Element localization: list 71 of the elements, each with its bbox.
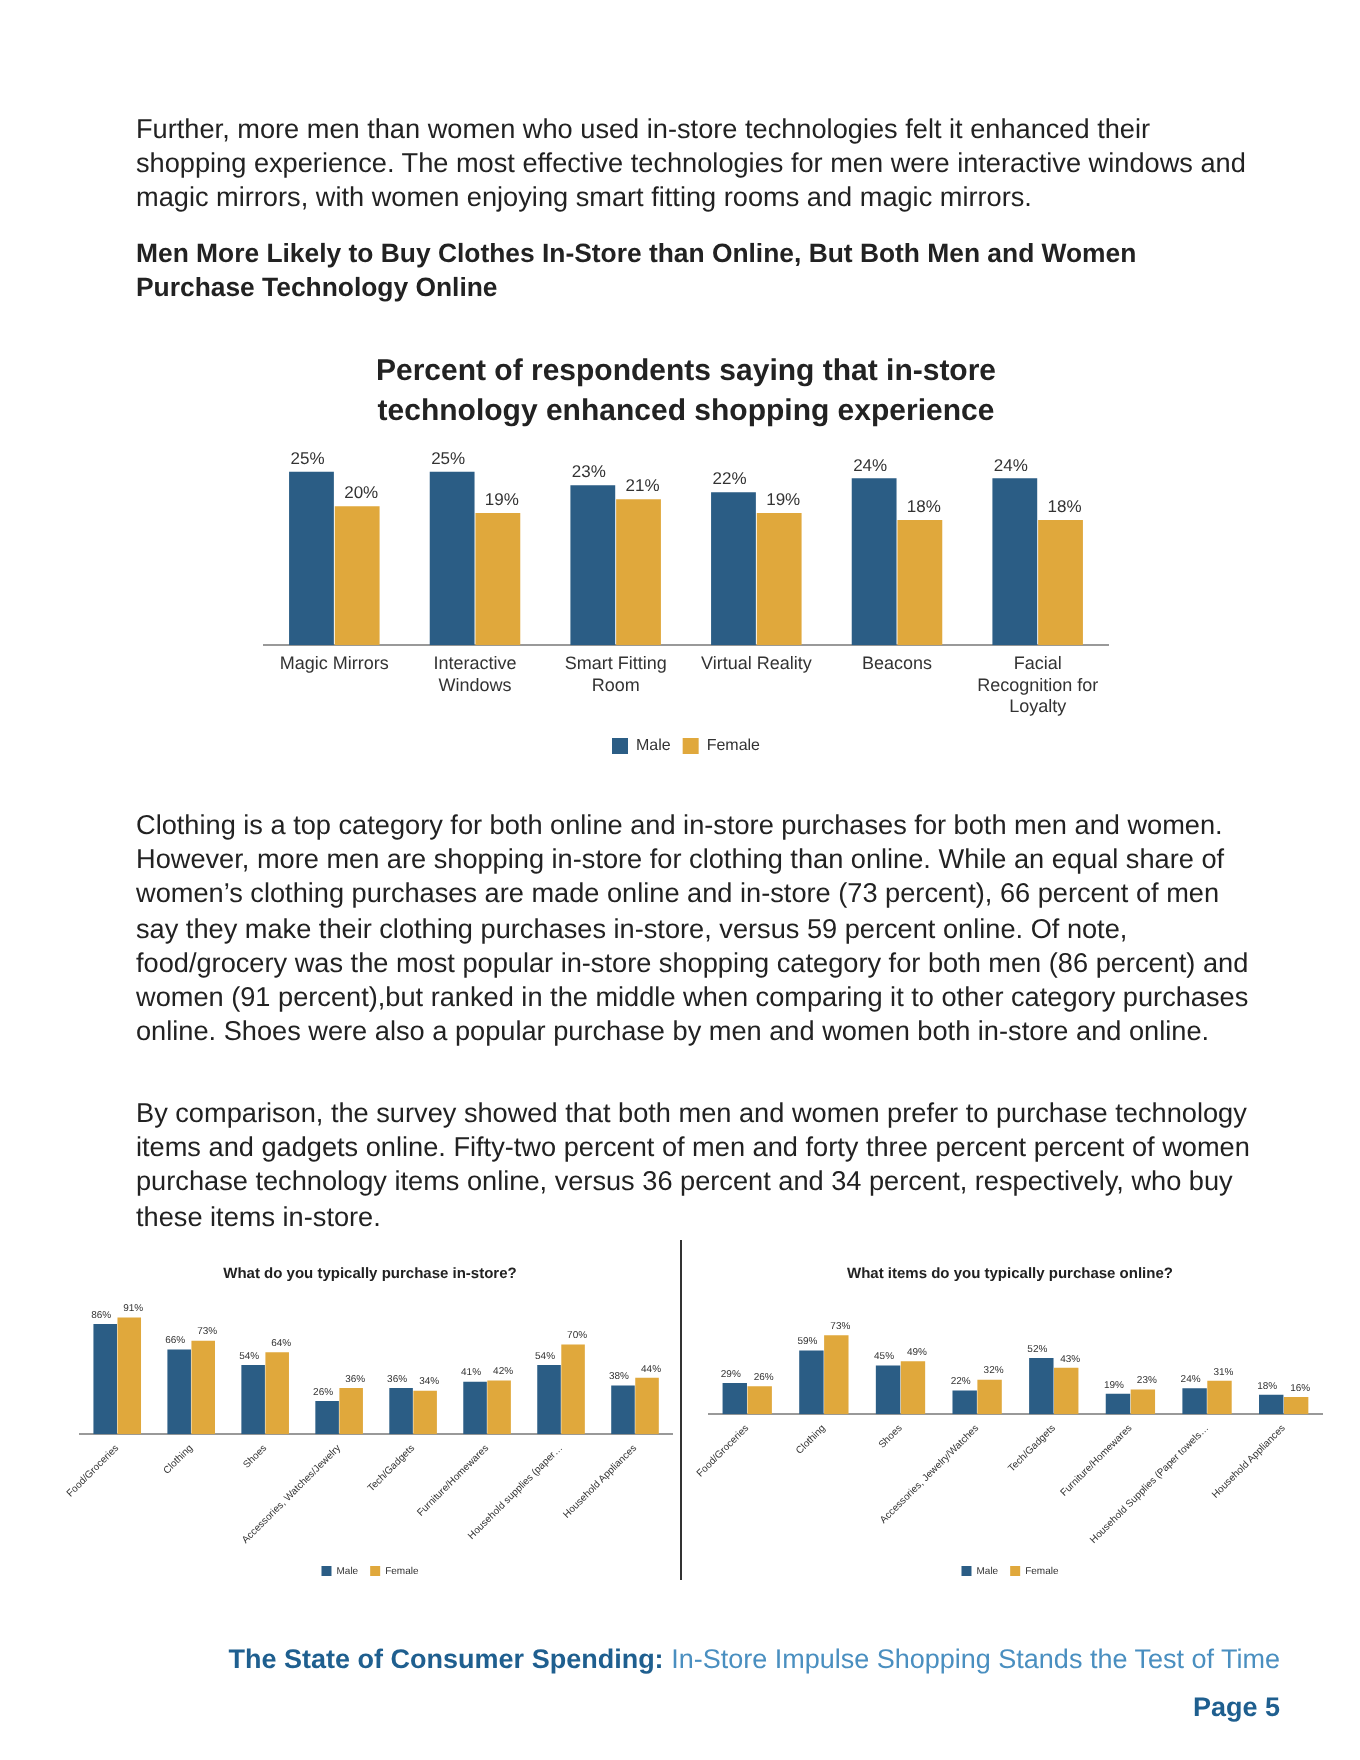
bar: [824, 1335, 849, 1415]
bar: [463, 1381, 487, 1435]
bar: [570, 484, 616, 645]
bar: [635, 1378, 659, 1435]
bar: [537, 1365, 561, 1435]
bar: [875, 1365, 901, 1415]
bar: [241, 1365, 265, 1435]
x-tick-label: Facial Recognition for Loyalty: [977, 651, 1099, 716]
data-label: 25%: [431, 446, 467, 467]
bar: [992, 477, 1038, 645]
bar: [265, 1352, 289, 1435]
data-label: 19%: [766, 488, 802, 509]
bar: [561, 1344, 585, 1435]
x-tick-label: Smart Fitting Room: [564, 651, 667, 694]
text: Clothing is a top category for both online and in-store purchases for both men and women. However, more men are shopping in-store for clothing than online. While an equal share of women’s clothing purchases are made online and in-store (73 percent), 66 percent of men say they make their clothing purchases in-store, versus 59 percent online. Of note, food/grocery was the most popular in-store shopping category for both men (86 percent) and women (91 percent),but ranked in the middle when comparing it to other category purchases online. Shoes were also a popular purchase by men and women both in-store and online.: [136, 808, 1251, 1049]
x-tick-label: Interactive Windows: [433, 651, 517, 694]
bar: [117, 1317, 142, 1435]
bar: [747, 1386, 772, 1415]
bar: [429, 470, 475, 645]
bar: [616, 498, 661, 645]
x-tick-label: Virtual Reality: [700, 651, 813, 672]
bar: [1054, 1368, 1079, 1415]
data-label: 19%: [484, 488, 520, 509]
bar: [339, 1388, 363, 1435]
bar: [900, 1361, 926, 1415]
bar: [977, 1379, 1002, 1415]
bar: [799, 1350, 824, 1415]
bar: [756, 512, 802, 645]
text: By comparison, the survey showed that both men and women prefer to purchase technology items and gadgets online. Fifty-two percent of men and forty three percent percent of women purchase technology items online, versus 36 percent and 34 percent, respectively, who buy these items in-store.: [136, 1096, 1252, 1234]
data-label: 23%: [571, 460, 607, 481]
bar: [711, 491, 756, 645]
chart-title: Percent of respondents saying that in-store technology enhanced shopping experience: [373, 352, 999, 433]
bar: [611, 1385, 635, 1435]
legend-label: Female: [706, 735, 762, 754]
bar: [487, 1380, 511, 1435]
bar: [93, 1324, 117, 1435]
bar: [1029, 1358, 1054, 1415]
x-tick-label: Magic Mirrors: [279, 651, 390, 672]
bar: [315, 1401, 339, 1435]
bar: [1182, 1388, 1207, 1415]
bar: [1207, 1381, 1232, 1415]
bar: [389, 1388, 413, 1435]
data-label: 25%: [290, 446, 326, 467]
legend-label: Male: [635, 735, 672, 754]
bar: [1130, 1389, 1156, 1415]
data-label: 18%: [906, 495, 942, 516]
x-tick-label: Beacons: [861, 651, 934, 672]
text: Men More Likely to Buy Clothes In-Store than Online, But Both Men and Women Purchase Technology Online: [136, 236, 1139, 305]
data-label: 22%: [712, 467, 748, 488]
bar: [1038, 519, 1083, 645]
bar: [851, 477, 897, 645]
data-label: 18%: [1047, 495, 1083, 516]
bar: [413, 1390, 437, 1435]
bar: [475, 512, 521, 645]
bar: [1259, 1395, 1284, 1415]
text: The State of Consumer Spending: In-Store Impulse Shopping Stands the Test of Time: [228, 1644, 1280, 1674]
text: Page 5: [1192, 1692, 1280, 1722]
bar: [897, 519, 943, 645]
bar: [289, 470, 334, 645]
bar: [952, 1390, 977, 1415]
data-label: 24%: [993, 453, 1029, 474]
data-label: 20%: [344, 481, 380, 502]
bar: [167, 1349, 191, 1435]
data-label: 21%: [625, 474, 661, 495]
bar: [191, 1340, 215, 1435]
bar: [334, 505, 380, 645]
bar: [722, 1383, 747, 1415]
text: Further, more men than women who used in-store technologies felt it enhanced their shopping experience. The most effective technologies for men were interactive windows and magic mirrors, with women enjoying smart fitting rooms and magic mirrors.: [136, 112, 1248, 216]
data-label: 24%: [853, 453, 889, 474]
bar: [1283, 1397, 1309, 1415]
bar: [1105, 1394, 1131, 1415]
